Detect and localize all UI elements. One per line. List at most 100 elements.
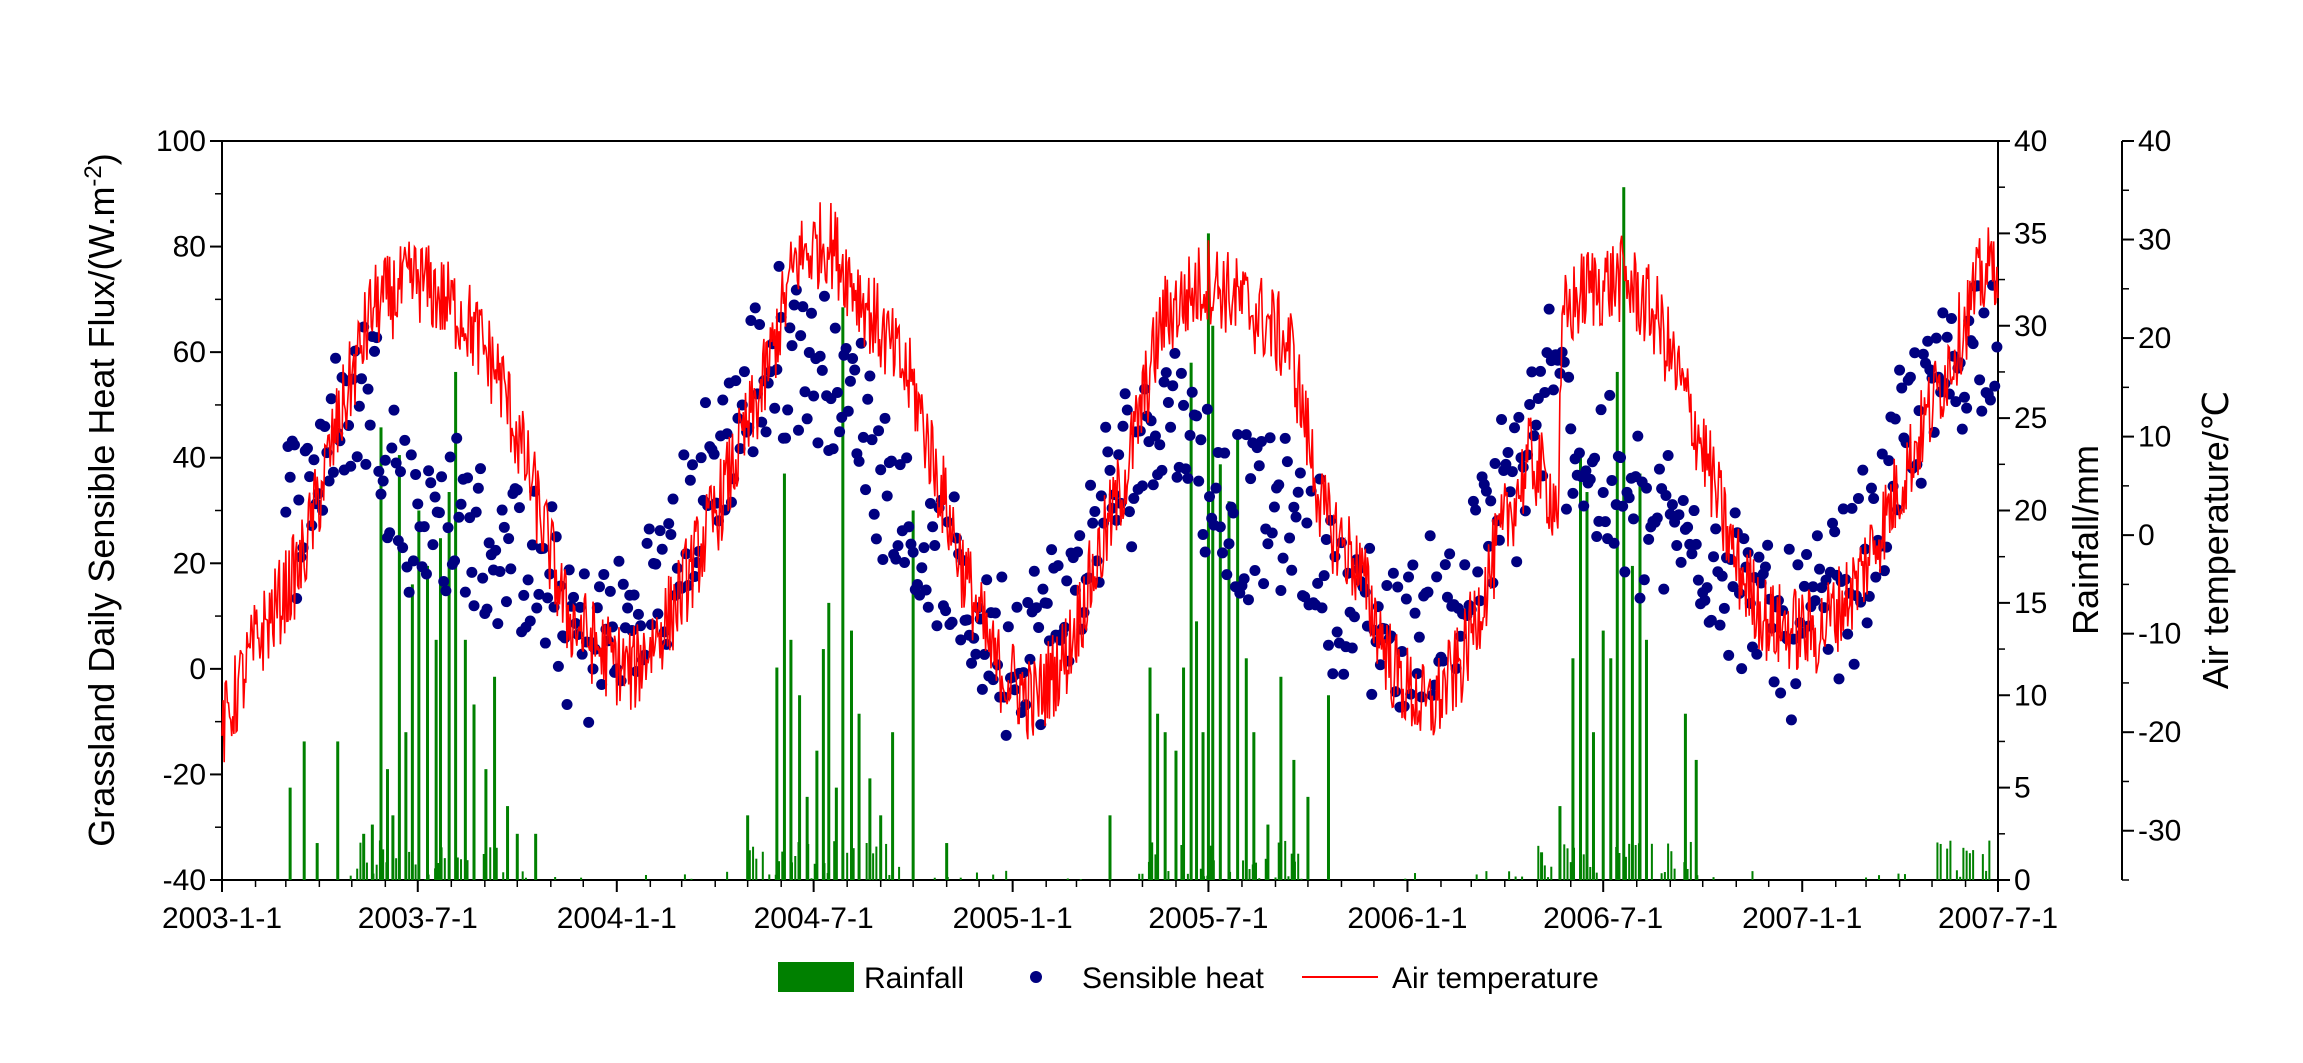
sensible-heat-point	[1193, 475, 1205, 487]
sensible-heat-point	[968, 632, 980, 644]
rainfall-bar	[1637, 843, 1640, 880]
sensible-heat-point	[1180, 463, 1192, 475]
rainfall-bar	[1521, 876, 1524, 880]
sensible-heat-point	[1312, 577, 1324, 589]
sensible-heat-point	[818, 290, 830, 302]
sensible-heat-point	[931, 620, 943, 632]
sensible-heat-point	[1775, 687, 1787, 699]
rainfall-bar	[385, 769, 389, 880]
sensible-heat-point	[686, 459, 698, 471]
sensible-heat-point	[1407, 559, 1419, 571]
rainfall-bar	[1591, 732, 1595, 880]
sensible-heat-point	[1089, 505, 1101, 517]
rainfall-bar	[472, 704, 476, 880]
rainfall-bar	[1293, 861, 1296, 880]
sensible-heat-point	[1833, 673, 1845, 685]
sensible-heat-point	[1273, 479, 1285, 491]
sensible-heat-point	[617, 578, 629, 590]
rainfall-bar	[841, 307, 845, 880]
sensible-heat-point	[1976, 405, 1988, 417]
rainfall-bar	[805, 796, 809, 880]
sensible-heat-point	[901, 452, 913, 464]
sensible-heat-point	[1738, 533, 1750, 545]
sensible-heat-point	[903, 521, 915, 533]
sensible-heat-point	[288, 439, 300, 451]
rainfall-bar	[1650, 843, 1653, 880]
sensible-heat-point	[364, 419, 376, 431]
sensible-heat-point	[436, 471, 448, 483]
sensible-heat-point	[877, 554, 889, 566]
y-rain-axis-title: Rainfall/mm	[2065, 445, 2106, 635]
sensible-heat-point	[1768, 676, 1780, 688]
sensible-heat-point	[280, 506, 292, 518]
rainfall-bar	[1569, 862, 1572, 880]
sensible-heat-point	[1147, 479, 1159, 491]
sensible-heat-point	[1524, 398, 1536, 410]
sensible-heat-point	[898, 556, 910, 568]
rainfall-bar	[1284, 840, 1287, 880]
sensible-heat-point	[1987, 279, 1999, 291]
sensible-heat-point	[795, 330, 807, 342]
sensible-heat-point	[829, 322, 841, 334]
rainfall-bar	[852, 848, 855, 880]
sensible-heat-point	[1136, 480, 1148, 492]
rainfall-bar	[775, 667, 779, 880]
sensible-heat-point	[1204, 491, 1216, 503]
sensible-heat-point	[922, 601, 934, 613]
rainfall-bar	[746, 815, 750, 880]
sensible-heat-point	[1238, 573, 1250, 585]
rainfall-bar	[857, 713, 861, 880]
sensible-heat-point	[1673, 509, 1685, 521]
rainfall-bar	[875, 846, 878, 880]
sensible-heat-point	[1223, 538, 1235, 550]
sensible-heat-point	[319, 421, 331, 433]
y-left-tick-label: -40	[163, 864, 206, 897]
sensible-heat-point	[1240, 429, 1252, 441]
sensible-heat-point	[1772, 594, 1784, 606]
sensible-heat-point	[652, 608, 664, 620]
sensible-heat-point	[1868, 493, 1880, 505]
sensible-heat-point	[1346, 642, 1358, 654]
sensible-heat-point	[773, 260, 785, 272]
sensible-heat-point	[1219, 447, 1231, 459]
sensible-heat-point	[1292, 486, 1304, 498]
sensible-heat-point	[1128, 492, 1140, 504]
rainfall-bar	[372, 873, 375, 880]
rainfall-bar	[1206, 233, 1210, 880]
rainfall-bar	[898, 866, 901, 880]
sensible-heat-point	[1889, 413, 1901, 425]
x-tick-label: 2005-1-1	[953, 902, 1073, 935]
rainfall-bar	[879, 815, 883, 880]
sensible-heat-point	[875, 464, 887, 476]
sensible-heat-point	[1751, 648, 1763, 660]
rainfall-bar	[466, 860, 469, 880]
rainfall-bar	[1601, 630, 1605, 880]
sensible-heat-point	[1268, 501, 1280, 513]
sensible-heat-point	[782, 404, 794, 416]
legend-marker-sensible-heat	[1030, 971, 1042, 983]
sensible-heat-point	[734, 443, 746, 455]
rainfall-bar	[1206, 875, 1209, 880]
rainfall-bar	[891, 732, 895, 880]
rainfall-bar	[1203, 876, 1206, 880]
sensible-heat-point	[1041, 597, 1053, 609]
sensible-heat-point	[1692, 574, 1704, 586]
sensible-heat-point	[1814, 563, 1826, 575]
rainfall-bar	[1618, 852, 1621, 880]
sensible-heat-point	[1671, 539, 1683, 551]
sensible-heat-point	[1563, 371, 1575, 383]
sensible-heat-point	[1984, 394, 1996, 406]
sensible-heat-point	[1619, 566, 1631, 578]
rainfall-bar	[1189, 362, 1193, 880]
rainfall-bar	[826, 873, 829, 880]
sensible-heat-point	[420, 568, 432, 580]
sensible-heat-point	[1991, 341, 2003, 353]
sensible-heat-point	[1316, 602, 1328, 614]
sensible-heat-point	[1567, 487, 1579, 499]
sensible-heat-point	[1426, 689, 1438, 701]
sensible-heat-point	[1232, 428, 1244, 440]
sensible-heat-point	[1182, 472, 1194, 484]
sensible-heat-point	[1989, 380, 2001, 392]
sensible-heat-point	[1904, 371, 1916, 383]
rainfall-bar	[868, 778, 872, 880]
